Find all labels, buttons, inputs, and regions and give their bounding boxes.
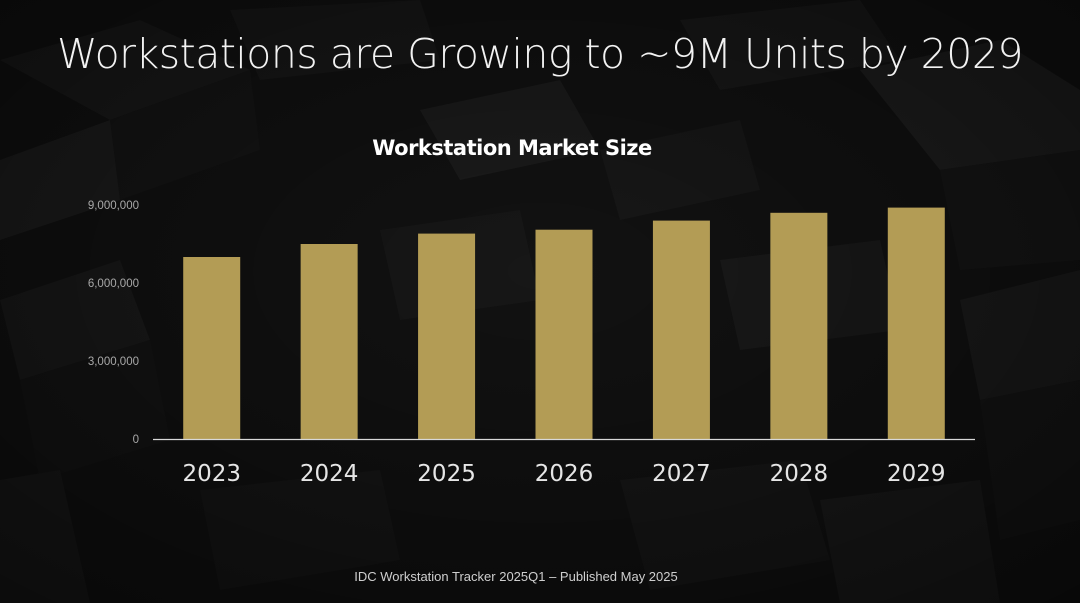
x-tick-label-2028: 2028 xyxy=(770,461,829,487)
source-footer: IDC Workstation Tracker 2025Q1 – Publish… xyxy=(354,569,678,584)
bar-2024 xyxy=(300,244,358,439)
x-tick-label-2027: 2027 xyxy=(652,461,711,487)
y-tick-label: 3,000,000 xyxy=(88,356,139,368)
x-tick-label-2026: 2026 xyxy=(535,461,594,487)
x-tick-label-2024: 2024 xyxy=(300,461,359,487)
bar-2023 xyxy=(183,257,241,439)
bar-2025 xyxy=(418,233,476,439)
bar-2027 xyxy=(652,220,710,439)
x-tick-label-2023: 2023 xyxy=(182,461,241,487)
y-tick-label: 6,000,000 xyxy=(88,278,139,290)
y-tick-label: 0 xyxy=(133,434,139,446)
x-tick-label-2029: 2029 xyxy=(887,461,946,487)
slide-title: Workstations are Growing to ~9M Units by… xyxy=(56,30,1024,78)
y-tick-label: 9,000,000 xyxy=(88,200,139,212)
bar-2026 xyxy=(535,229,593,439)
x-tick-label-2025: 2025 xyxy=(417,461,476,487)
chart-title: Workstation Market Size xyxy=(372,136,652,160)
bar-2029 xyxy=(887,207,945,439)
bar-2028 xyxy=(770,212,828,439)
